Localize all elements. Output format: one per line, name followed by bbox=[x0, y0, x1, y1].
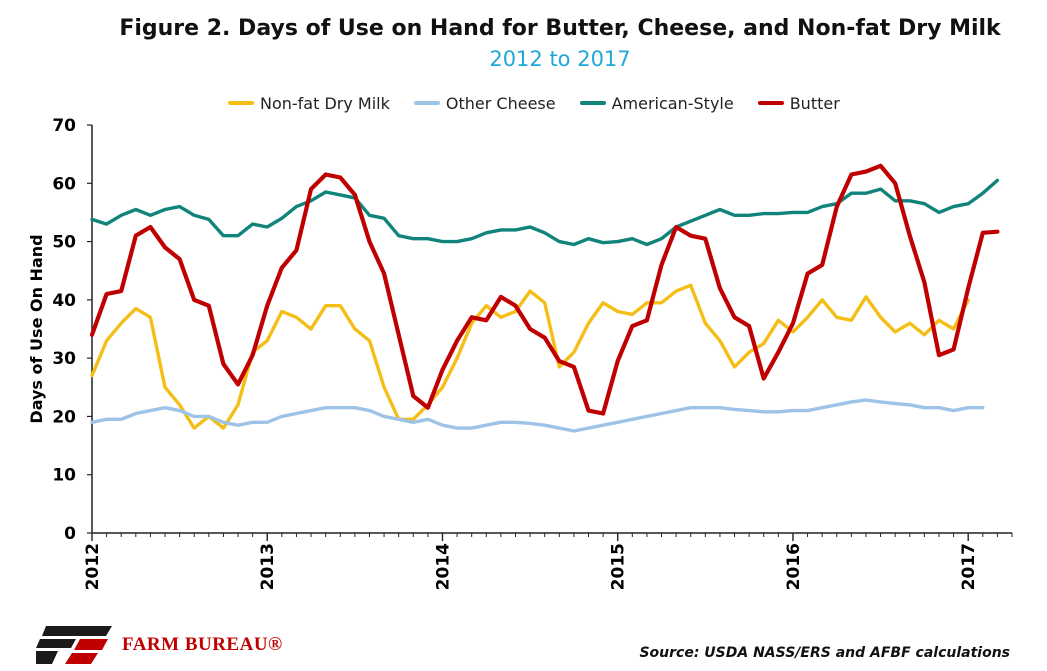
x-tick-label: 2013 bbox=[258, 543, 278, 590]
x-tick-label: 2016 bbox=[784, 543, 804, 590]
legend-swatch bbox=[579, 101, 606, 105]
y-tick-label: 50 bbox=[52, 233, 76, 253]
farm-bureau-logo: FARM BUREAU® bbox=[36, 626, 283, 664]
y-tick-label: 70 bbox=[52, 116, 76, 136]
y-tick-label: 10 bbox=[52, 466, 76, 486]
legend-label: Non-fat Dry Milk bbox=[260, 93, 390, 113]
source-note: Source: USDA NASS/ERS and AFBF calculati… bbox=[639, 645, 1010, 661]
legend-swatch bbox=[413, 101, 440, 105]
farm-bureau-logo-icon bbox=[36, 626, 112, 664]
legend-swatch bbox=[757, 101, 784, 105]
legend: Non-fat Dry Milk Other Cheese American-Sty… bbox=[228, 92, 840, 114]
series-line-non-fat-dry-milk bbox=[90, 283, 970, 430]
legend-item-non-fat-dry-milk: Non-fat Dry Milk bbox=[228, 94, 390, 113]
y-tick-label: 0 bbox=[64, 524, 76, 544]
x-tick-label: 2014 bbox=[433, 543, 453, 590]
legend-item-butter: Butter bbox=[757, 93, 840, 113]
chart-subtitle: 2012 to 2017 bbox=[489, 47, 631, 71]
series-line-american-style bbox=[90, 178, 1000, 247]
y-tick-label: 30 bbox=[52, 349, 76, 369]
y-axis-label: Days of Use On Hand bbox=[27, 234, 46, 423]
chart-title: Figure 2. Days of Use on Hand for Butter… bbox=[119, 16, 1001, 41]
series-line-other-cheese bbox=[90, 398, 985, 433]
farm-bureau-logo-text: FARM BUREAU® bbox=[122, 634, 283, 655]
legend-label: Other Cheese bbox=[445, 93, 556, 113]
legend-label: Butter bbox=[789, 93, 840, 113]
y-tick-label: 60 bbox=[52, 174, 76, 194]
x-tick-label: 2015 bbox=[609, 543, 629, 590]
y-tick-label: 40 bbox=[52, 291, 76, 311]
y-tick-label: 20 bbox=[52, 407, 76, 427]
legend-item-other-cheese: Other Cheese bbox=[413, 93, 556, 113]
legend-swatch bbox=[228, 101, 254, 105]
series-line-butter bbox=[89, 163, 1000, 416]
x-tick-label: 2017 bbox=[959, 543, 979, 590]
x-tick-label: 2012 bbox=[83, 543, 103, 590]
legend-label: American-Style bbox=[611, 93, 734, 113]
legend-item-american-style: American-Style bbox=[579, 93, 734, 113]
